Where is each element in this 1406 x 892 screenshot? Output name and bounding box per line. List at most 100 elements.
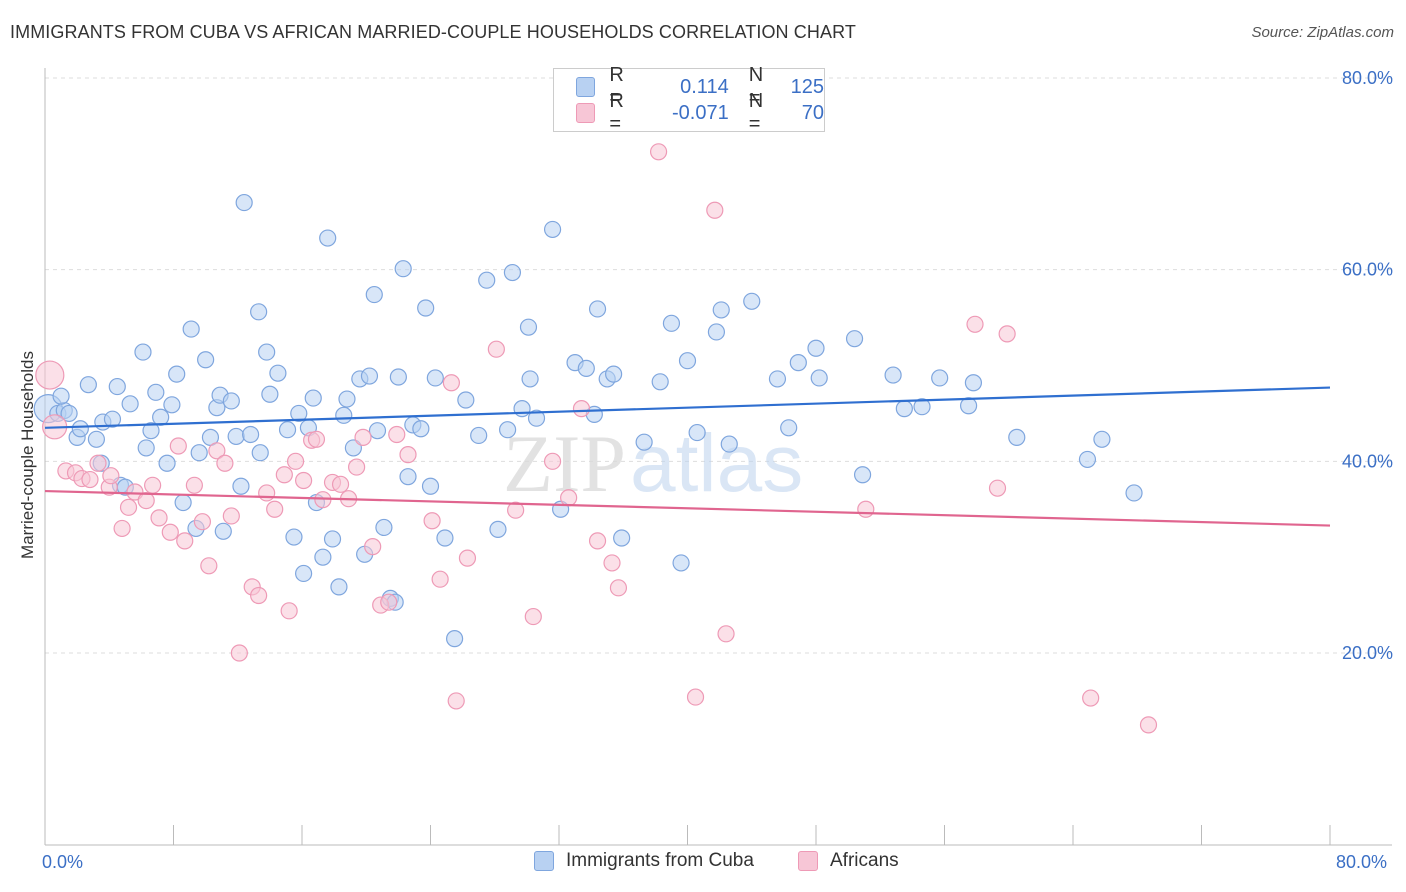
point-cuba[interactable] xyxy=(250,303,268,321)
point-africans[interactable] xyxy=(380,593,398,611)
point-cuba[interactable] xyxy=(605,365,623,383)
point-cuba[interactable] xyxy=(651,373,669,391)
point-cuba[interactable] xyxy=(519,318,538,336)
point-cuba[interactable] xyxy=(503,263,522,282)
point-africans[interactable] xyxy=(686,688,705,706)
point-cuba[interactable] xyxy=(278,421,297,439)
point-cuba[interactable] xyxy=(235,193,253,212)
point-cuba[interactable] xyxy=(214,522,232,540)
point-cuba[interactable] xyxy=(344,439,362,457)
point-cuba[interactable] xyxy=(720,435,738,453)
point-cuba[interactable] xyxy=(389,368,407,386)
point-cuba[interactable] xyxy=(222,392,240,410)
point-cuba[interactable] xyxy=(285,528,303,546)
point-africans[interactable] xyxy=(560,489,578,507)
point-cuba[interactable] xyxy=(931,369,949,387)
point-africans[interactable] xyxy=(603,554,621,572)
point-africans[interactable] xyxy=(609,579,628,597)
point-cuba[interactable] xyxy=(635,433,653,451)
point-cuba[interactable] xyxy=(662,314,681,332)
point-cuba[interactable] xyxy=(338,390,356,408)
point-cuba[interactable] xyxy=(445,630,464,648)
point-cuba[interactable] xyxy=(60,404,78,423)
point-africans[interactable] xyxy=(169,437,187,455)
point-cuba[interactable] xyxy=(672,554,690,572)
point-cuba[interactable] xyxy=(103,410,122,428)
point-cuba[interactable] xyxy=(688,423,706,442)
point-africans[interactable] xyxy=(150,509,168,527)
point-africans[interactable] xyxy=(348,458,366,476)
point-africans[interactable] xyxy=(717,625,735,643)
point-africans[interactable] xyxy=(161,523,179,541)
point-cuba[interactable] xyxy=(959,397,978,415)
point-cuba[interactable] xyxy=(147,383,165,401)
point-cuba[interactable] xyxy=(269,364,287,382)
point-cuba[interactable] xyxy=(478,271,496,289)
point-cuba[interactable] xyxy=(174,493,192,512)
point-cuba[interactable] xyxy=(743,292,761,310)
point-africans[interactable] xyxy=(144,476,162,494)
point-cuba[interactable] xyxy=(1125,484,1143,502)
point-cuba[interactable] xyxy=(79,376,97,394)
point-africans[interactable] xyxy=(487,340,505,358)
point-cuba[interactable] xyxy=(412,420,430,438)
point-africans[interactable] xyxy=(295,471,313,490)
point-cuba[interactable] xyxy=(499,421,517,439)
point-africans[interactable] xyxy=(222,507,240,525)
point-cuba[interactable] xyxy=(768,370,787,388)
point-cuba[interactable] xyxy=(417,299,435,317)
point-cuba[interactable] xyxy=(436,529,454,547)
point-cuba[interactable] xyxy=(365,285,383,304)
point-africans[interactable] xyxy=(208,442,226,460)
point-africans[interactable] xyxy=(364,538,382,556)
point-cuba[interactable] xyxy=(577,359,595,377)
point-africans[interactable] xyxy=(102,467,120,485)
point-cuba[interactable] xyxy=(399,468,417,486)
point-africans[interactable] xyxy=(113,519,131,538)
point-cuba[interactable] xyxy=(527,409,546,427)
point-africans[interactable] xyxy=(250,586,268,605)
point-africans[interactable] xyxy=(442,374,460,392)
legend-item-cuba[interactable]: Immigrants from Cuba xyxy=(534,850,754,872)
point-africans[interactable] xyxy=(35,360,65,390)
point-africans[interactable] xyxy=(200,557,218,575)
point-africans[interactable] xyxy=(185,476,203,494)
point-cuba[interactable] xyxy=(258,343,276,361)
point-cuba[interactable] xyxy=(87,430,106,448)
point-cuba[interactable] xyxy=(290,404,308,423)
point-cuba[interactable] xyxy=(368,422,387,440)
point-cuba[interactable] xyxy=(543,220,562,239)
point-africans[interactable] xyxy=(431,570,449,588)
point-cuba[interactable] xyxy=(588,300,607,318)
point-cuba[interactable] xyxy=(489,520,507,538)
point-africans[interactable] xyxy=(119,498,138,516)
point-africans[interactable] xyxy=(998,325,1016,343)
point-cuba[interactable] xyxy=(108,377,126,396)
point-cuba[interactable] xyxy=(242,425,260,444)
point-cuba[interactable] xyxy=(232,477,250,495)
point-cuba[interactable] xyxy=(190,444,208,462)
point-africans[interactable] xyxy=(280,602,298,620)
point-africans[interactable] xyxy=(988,479,1007,497)
point-africans[interactable] xyxy=(649,143,668,161)
point-cuba[interactable] xyxy=(426,369,444,387)
point-cuba[interactable] xyxy=(134,343,152,361)
point-cuba[interactable] xyxy=(712,301,730,319)
point-cuba[interactable] xyxy=(678,352,697,370)
point-cuba[interactable] xyxy=(158,454,176,472)
point-cuba[interactable] xyxy=(319,229,337,247)
point-cuba[interactable] xyxy=(251,444,269,462)
point-cuba[interactable] xyxy=(1093,430,1111,448)
point-africans[interactable] xyxy=(275,466,293,484)
point-cuba[interactable] xyxy=(314,548,332,566)
point-cuba[interactable] xyxy=(227,427,245,446)
point-cuba[interactable] xyxy=(360,367,379,385)
point-cuba[interactable] xyxy=(261,385,279,403)
point-cuba[interactable] xyxy=(121,395,139,413)
point-cuba[interactable] xyxy=(807,339,825,357)
point-cuba[interactable] xyxy=(137,439,155,457)
point-africans[interactable] xyxy=(258,484,276,502)
point-cuba[interactable] xyxy=(330,578,348,596)
point-cuba[interactable] xyxy=(323,530,342,548)
point-cuba[interactable] xyxy=(421,477,440,495)
